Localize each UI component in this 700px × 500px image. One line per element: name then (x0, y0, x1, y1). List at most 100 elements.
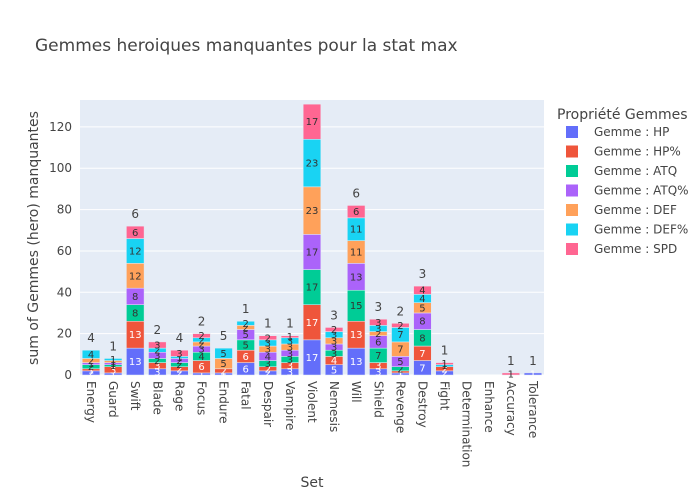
x-tick-label: Shield (371, 381, 385, 418)
legend-item-label[interactable]: Gemme : HP (594, 125, 669, 139)
bar-segment[interactable] (302, 103, 322, 140)
segment-value-label: 1 (508, 369, 514, 380)
segment-value-label: 3 (154, 361, 160, 372)
segment-value-label: 17 (306, 247, 319, 258)
x-tick-label: Will (349, 381, 363, 403)
legend-item-label[interactable]: Gemme : DEF (594, 203, 677, 217)
y-tick-label: 20 (57, 327, 72, 341)
bar-total-label: 1 (507, 354, 515, 368)
bar-segment[interactable] (104, 358, 123, 361)
bar-total-label: 2 (198, 315, 206, 329)
segment-value-label: 3 (375, 367, 381, 378)
x-tick-label: Destroy (415, 381, 429, 428)
y-tick-label: 100 (49, 161, 72, 175)
legend-item-label[interactable]: Gemme : ATQ (594, 164, 677, 178)
segment-value-label: 2 (441, 368, 447, 379)
bar-segment[interactable] (347, 205, 366, 219)
segment-value-label: 6 (243, 364, 249, 375)
bar-segment[interactable] (258, 335, 277, 341)
legend-swatch[interactable] (566, 223, 578, 236)
x-tick-label: Blade (150, 381, 164, 415)
segment-value-label: 3 (265, 359, 271, 370)
segment-value-label: 4 (265, 352, 271, 363)
segment-value-label: 4 (419, 294, 425, 305)
x-tick-label: Accuracy (504, 381, 518, 436)
bar-total-label: 1 (264, 317, 272, 331)
segment-value-label: 7 (419, 349, 425, 360)
bar-segment[interactable] (81, 349, 101, 359)
segment-value-label: 13 (350, 330, 363, 341)
segment-value-label: 5 (220, 359, 226, 370)
segment-value-label: 17 (306, 283, 319, 294)
bar-segment[interactable] (435, 362, 454, 365)
segment-value-label: 1 (88, 359, 94, 370)
bar-segment[interactable] (325, 327, 344, 332)
bar-total-label: 1 (441, 344, 449, 358)
segment-value-label: 3 (287, 367, 293, 378)
segment-value-label: 3 (331, 336, 337, 347)
segment-value-label: 2 (176, 360, 182, 371)
segment-value-label: 4 (331, 356, 337, 367)
segment-value-label: 1 (110, 357, 116, 368)
x-axis-title: Set (301, 475, 325, 491)
bar-segment[interactable] (236, 320, 255, 326)
bar-total-label: 2 (154, 323, 162, 337)
bar-segment[interactable] (523, 372, 543, 376)
segment-value-label: 1 (441, 359, 447, 370)
legend[interactable]: Propriété Gemmes Gemme : HP Gemme : HP% Ge… (557, 107, 689, 256)
segment-value-label: 12 (129, 246, 142, 257)
segment-value-label: 2 (198, 335, 204, 346)
x-tick-label: Revenge (393, 381, 407, 433)
segment-value-label: 2 (88, 356, 94, 367)
segment-value-label: 6 (353, 207, 359, 218)
segment-value-label: 3 (265, 338, 271, 349)
legend-swatch[interactable] (566, 145, 578, 158)
segment-value-label: 3 (265, 345, 271, 356)
bar-segment[interactable] (148, 341, 167, 349)
bar-segment[interactable] (501, 372, 520, 376)
bar-total-label: 1 (242, 302, 250, 316)
segment-value-label: 2 (243, 323, 249, 334)
legend-item-label[interactable]: Gemme : SPD (594, 242, 677, 256)
segment-value-label: 3 (287, 361, 293, 372)
bar-segment[interactable] (214, 347, 233, 359)
bar-segment[interactable] (126, 225, 145, 239)
segment-value-label: 7 (397, 345, 403, 356)
x-tick-label: Fatal (239, 381, 253, 410)
legend-swatch[interactable] (566, 243, 578, 255)
bar-segment[interactable] (369, 318, 388, 326)
legend-item-label[interactable]: Gemme : ATQ% (594, 184, 689, 198)
legend-item-label[interactable]: Gemme : HP% (594, 145, 681, 159)
segment-value-label: 2 (88, 362, 94, 373)
x-tick-label: Tolerance (526, 380, 540, 438)
segment-value-label: 8 (132, 308, 138, 319)
segment-value-label: 3 (375, 324, 381, 335)
x-tick-label: Enhance (482, 381, 496, 433)
segment-value-label: 2 (397, 364, 403, 375)
bar-segment[interactable] (413, 285, 432, 295)
bar-segment[interactable] (170, 349, 189, 357)
segment-value-label: 2 (176, 364, 182, 375)
legend-swatch[interactable] (566, 204, 578, 216)
bar-segment[interactable] (391, 323, 410, 328)
bar-total-label: 2 (397, 304, 405, 318)
segment-value-label: 5 (331, 365, 337, 376)
bar-total-label: 6 (131, 207, 139, 221)
bar-total-label: 3 (330, 308, 338, 322)
segment-value-label: 3 (110, 365, 116, 376)
x-axis-ticks: Energy Guard Swift Blade Rage Focus Endure Fata… (84, 380, 540, 467)
legend-swatch[interactable] (566, 165, 578, 177)
bar-segment[interactable] (192, 333, 211, 339)
bar-total-label: 1 (286, 317, 294, 331)
bars[interactable]: 2121244131111113138812126633232322222134… (81, 103, 543, 380)
bar-segment[interactable] (280, 335, 299, 339)
legend-swatch[interactable] (566, 126, 578, 138)
segment-value-label: 2 (220, 366, 226, 377)
y-tick-label: 80 (57, 203, 72, 217)
legend-item-label[interactable]: Gemme : DEF% (594, 223, 688, 237)
x-tick-label: Focus (195, 381, 209, 415)
legend-swatch[interactable] (566, 184, 578, 197)
segment-value-label: 7 (375, 351, 381, 362)
x-tick-label: Endure (217, 381, 231, 423)
